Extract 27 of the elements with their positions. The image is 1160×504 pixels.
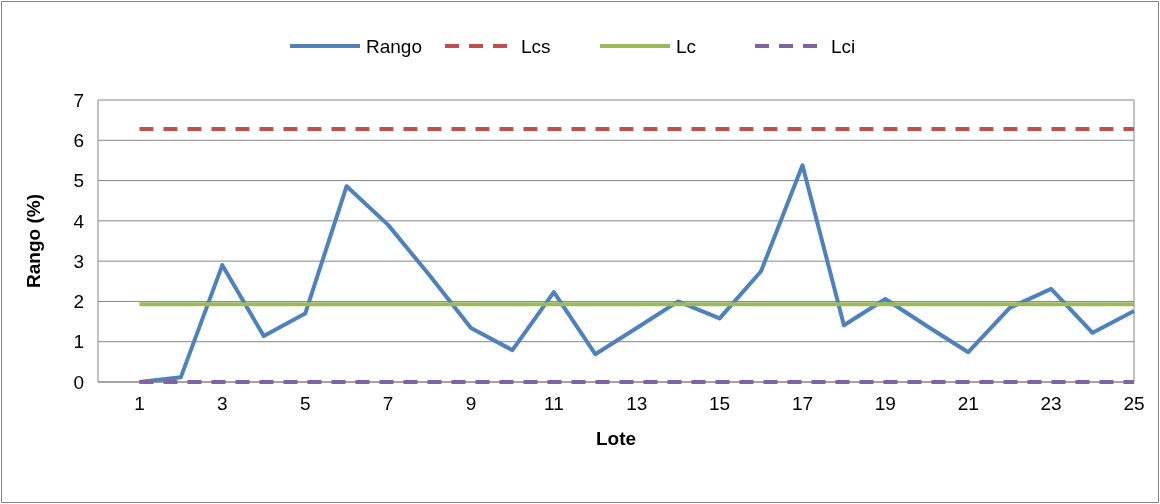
y-tick-label: 2 — [73, 291, 84, 313]
x-tick-label: 23 — [1040, 393, 1062, 414]
x-tick-label: 9 — [465, 393, 477, 414]
x-tick-label: 17 — [791, 393, 814, 414]
legend-label: Lc — [676, 35, 697, 57]
x-tick-label: 13 — [626, 393, 648, 414]
legend-label: Lcs — [521, 35, 551, 57]
legend-label: Lci — [831, 35, 856, 57]
y-tick-label: 5 — [73, 170, 84, 192]
y-axis-title: Rango (%) — [23, 194, 44, 288]
x-tick-label: 19 — [874, 393, 896, 414]
x-tick-label: 15 — [709, 393, 731, 414]
y-tick-label: 4 — [73, 210, 85, 232]
y-tick-label: 3 — [73, 250, 84, 272]
legend-label: Rango — [366, 35, 422, 57]
x-tick-label: 11 — [543, 393, 564, 414]
x-axis-title: Lote — [595, 428, 637, 449]
x-tick-label: 5 — [299, 393, 311, 414]
x-tick-label: 7 — [382, 393, 394, 414]
y-tick-label: 1 — [73, 331, 84, 353]
x-tick-label: 21 — [957, 393, 979, 414]
y-tick-label: 0 — [73, 371, 84, 393]
y-tick-label: 7 — [73, 89, 84, 111]
y-tick-label: 6 — [73, 129, 84, 151]
x-tick-label: 25 — [1123, 393, 1145, 414]
x-tick-label: 1 — [134, 393, 145, 414]
x-tick-label: 3 — [217, 393, 228, 414]
